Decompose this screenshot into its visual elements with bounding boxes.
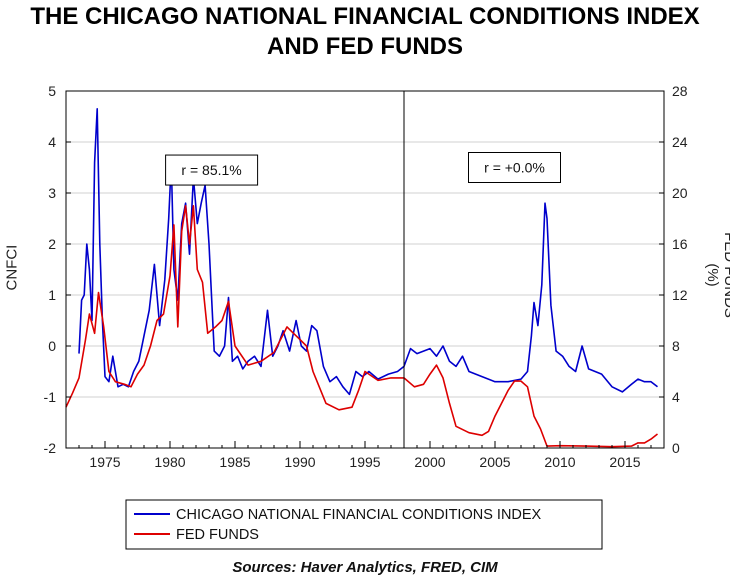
cnfci-series-line [78, 108, 658, 396]
y-right-tick-label: 8 [672, 338, 680, 354]
y-right-tick-label: 20 [672, 185, 688, 201]
y-left-tick-label: -2 [44, 440, 57, 456]
correlation-box [165, 154, 259, 186]
legend-label: CHICAGO NATIONAL FINANCIAL CONDITIONS IN… [176, 507, 542, 523]
x-tick-label: 1995 [349, 454, 380, 470]
x-tick-label: 2015 [609, 454, 640, 470]
y-left-tick-label: 2 [48, 236, 56, 252]
legend: CHICAGO NATIONAL FINANCIAL CONDITIONS IN… [125, 499, 603, 550]
y-left-tick-label: 0 [48, 338, 56, 354]
y-left-tick-label: 1 [48, 287, 56, 303]
x-tick-label: 1985 [219, 454, 250, 470]
correlation-label: r = +0.0% [484, 160, 545, 176]
legend-box [125, 499, 603, 550]
plot-frame [65, 90, 665, 449]
legend-label: FED FUNDS [176, 527, 259, 543]
chart-title-line1: THE CHICAGO NATIONAL FINANCIAL CONDITION… [30, 3, 700, 30]
correlation-label: r = 85.1% [181, 162, 241, 178]
chart-title-line2: AND FED FUNDS [267, 33, 463, 60]
plot-series [65, 108, 658, 448]
y-left-tick-label: 5 [48, 83, 56, 99]
y-right-tick-label: 0 [672, 440, 680, 456]
fed-funds-series-line [65, 205, 658, 448]
y-right-tick-label: 28 [672, 83, 688, 99]
y-right-tick-label: 12 [672, 287, 688, 303]
axes: 5 4 3 2 1 0 -1 -2 28 24 20 16 12 8 4 0 1975 1980 1985 1990 1… [44, 83, 688, 470]
y-right-tick-label: 24 [672, 134, 688, 150]
x-tick-label: 1975 [89, 454, 120, 470]
x-tick-label: 1990 [284, 454, 315, 470]
x-tick-label: 2010 [544, 454, 575, 470]
y-left-tick-label: 3 [48, 185, 56, 201]
y-right-tick-label: 16 [672, 236, 688, 252]
correlation-box [468, 152, 561, 183]
y-right-tick-label: 4 [672, 389, 680, 405]
x-tick-label: 2000 [414, 454, 445, 470]
y-left-tick-label: 4 [48, 134, 56, 150]
y-left-tick-label: -1 [44, 389, 57, 405]
x-tick-label: 2005 [479, 454, 510, 470]
source-note: Sources: Haver Analytics, FRED, CIM [232, 559, 498, 576]
annotations: r = 85.1% r = +0.0% [165, 152, 561, 186]
x-tick-label: 1980 [154, 454, 185, 470]
gridlines [66, 141, 664, 398]
